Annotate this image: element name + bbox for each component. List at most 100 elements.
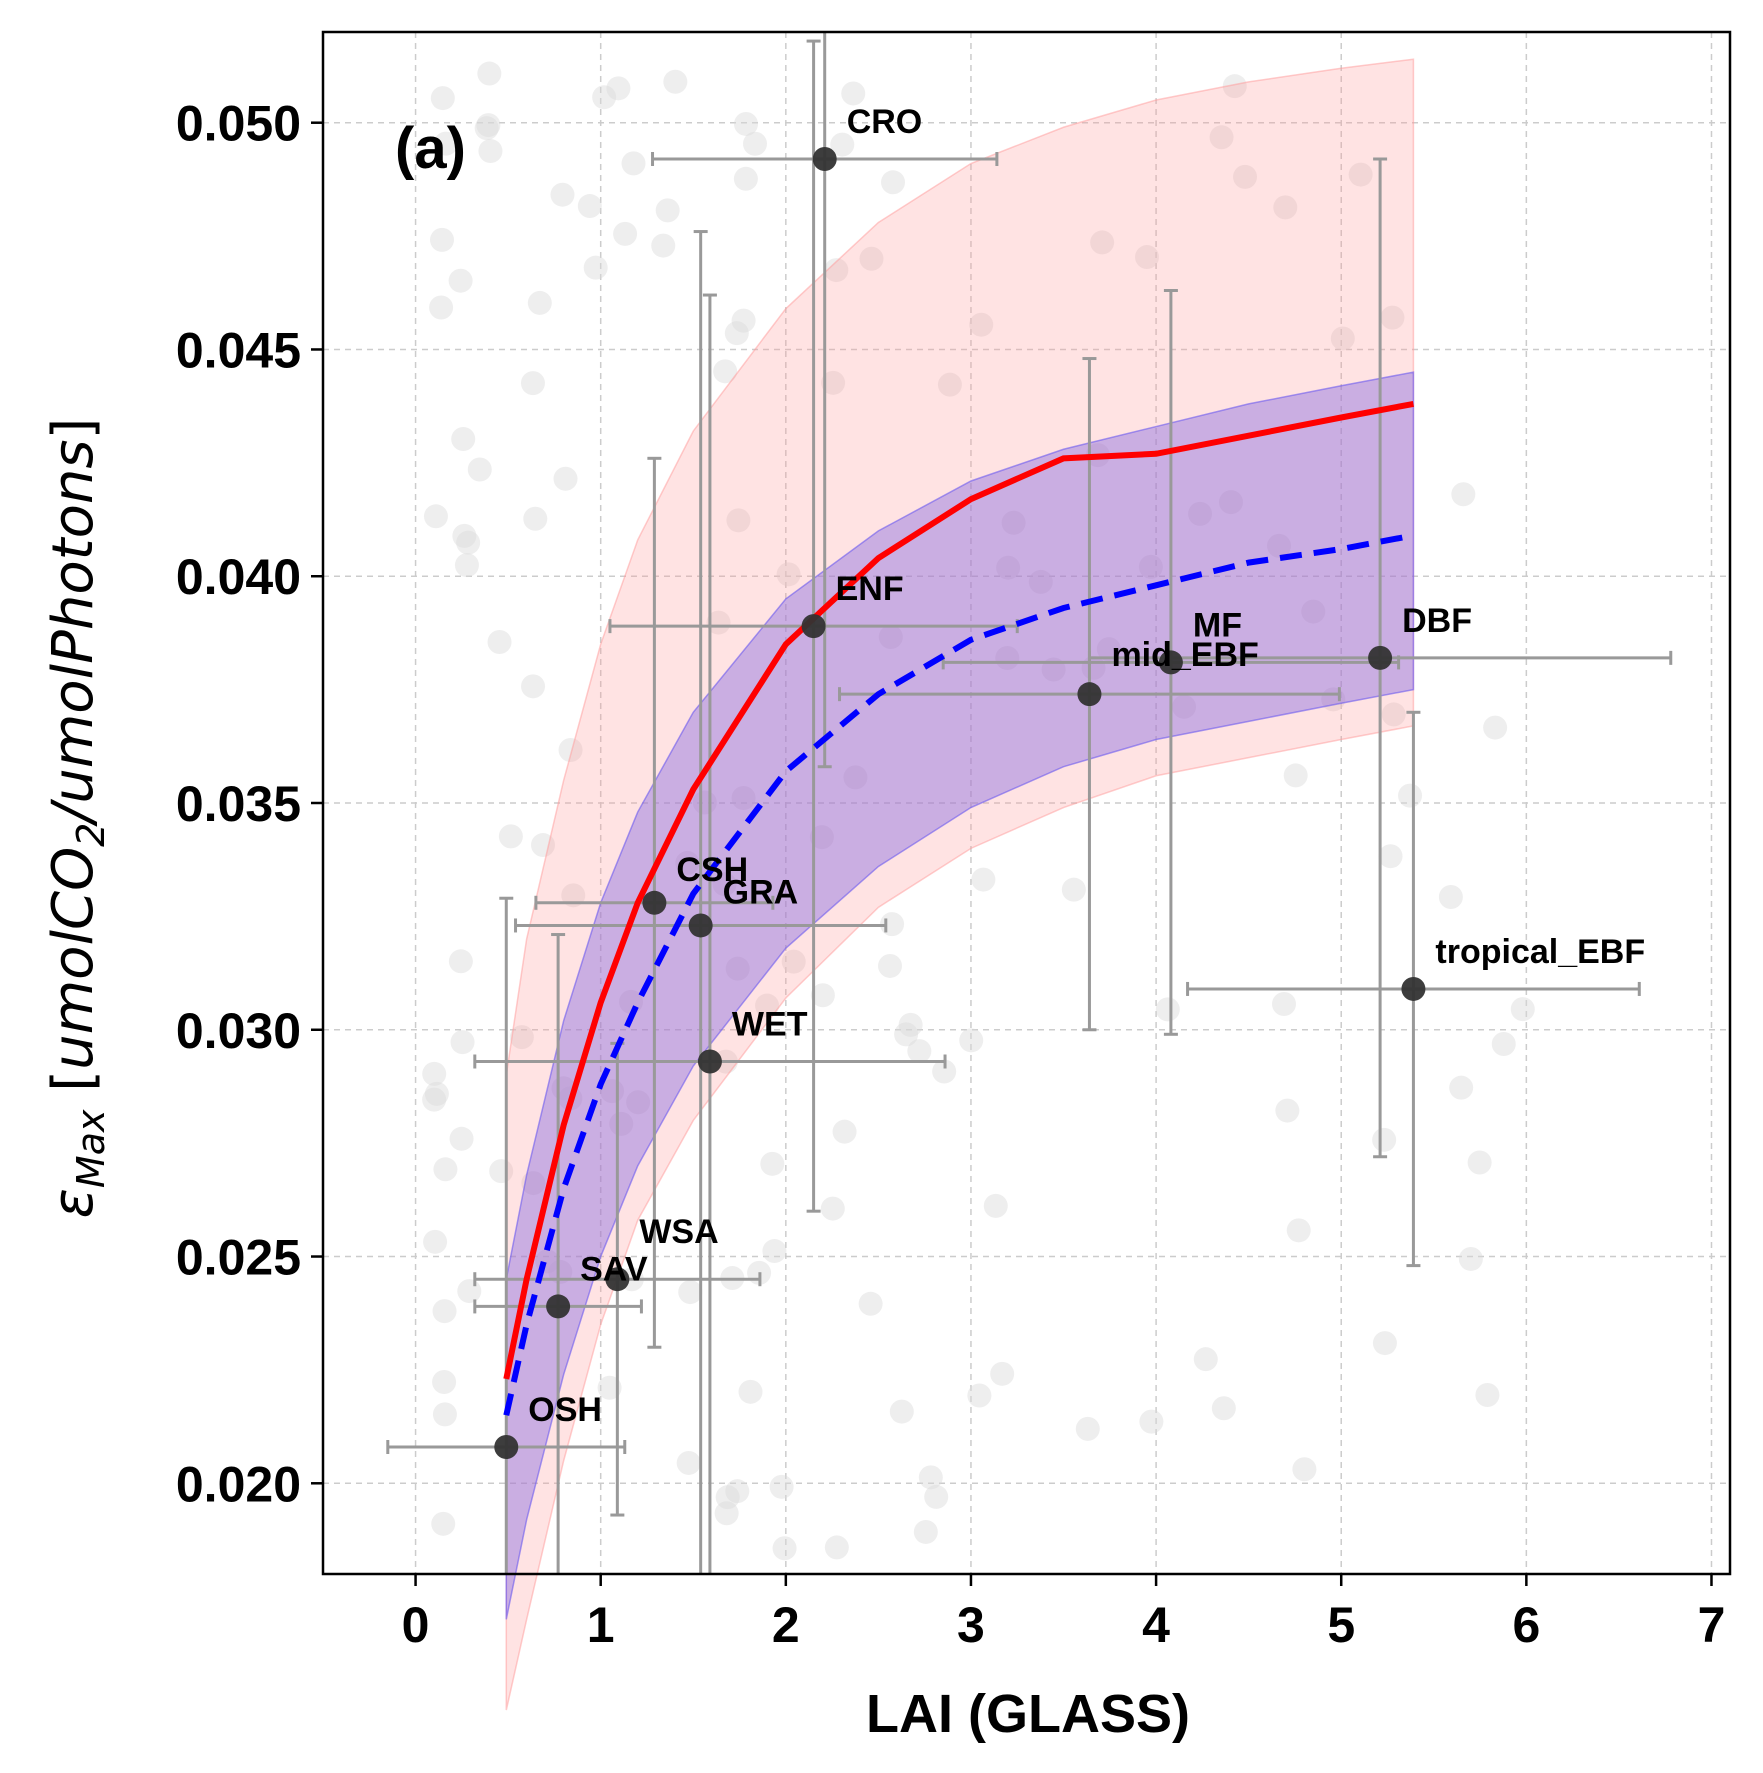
background-point xyxy=(1372,1127,1397,1152)
background-point xyxy=(772,1536,797,1561)
background-point xyxy=(733,166,758,191)
background-point xyxy=(655,198,680,223)
background-point xyxy=(1138,554,1163,579)
background-point xyxy=(832,1119,857,1144)
background-point xyxy=(971,867,996,892)
background-point xyxy=(433,131,458,156)
group-point xyxy=(1077,682,1102,707)
background-point xyxy=(430,227,455,252)
y-axis-subscript: Max xyxy=(69,1109,113,1188)
background-point xyxy=(430,86,455,111)
group-point xyxy=(697,1049,722,1074)
background-point xyxy=(448,949,473,974)
background-point xyxy=(1209,125,1234,150)
background-point xyxy=(724,321,749,346)
background-point xyxy=(776,562,801,587)
background-point xyxy=(448,268,473,293)
background-point xyxy=(553,466,578,491)
background-point xyxy=(1458,1246,1483,1271)
background-point xyxy=(983,1193,1008,1218)
background-point xyxy=(924,1484,949,1509)
x-tick-label: 7 xyxy=(1698,1597,1726,1653)
y-axis-unit-sub: 2 xyxy=(69,823,113,847)
background-point xyxy=(967,1383,992,1408)
background-point xyxy=(424,1081,449,1106)
background-point xyxy=(1275,1098,1300,1123)
background-point xyxy=(626,1090,651,1115)
background-point xyxy=(715,1485,740,1510)
y-axis-unit-part2: /umolPhotons xyxy=(41,439,106,827)
background-point xyxy=(1061,877,1086,902)
background-point xyxy=(577,194,602,219)
background-point xyxy=(918,1465,943,1490)
background-point xyxy=(651,233,676,258)
background-point xyxy=(714,1501,739,1526)
group-label: DBF xyxy=(1402,602,1472,640)
background-point xyxy=(1510,997,1535,1022)
background-point xyxy=(932,1059,957,1084)
background-point xyxy=(959,1028,984,1053)
background-point xyxy=(613,221,638,246)
panel-label: (a) xyxy=(395,116,466,181)
background-point xyxy=(1096,637,1121,662)
background-point xyxy=(1380,305,1405,330)
background-point xyxy=(521,1171,546,1196)
background-point xyxy=(769,1474,794,1499)
background-point xyxy=(621,151,646,176)
background-point xyxy=(820,1196,845,1221)
group-point xyxy=(1401,976,1426,1001)
background-point xyxy=(675,850,700,875)
background-point xyxy=(487,630,512,655)
background-point xyxy=(913,1519,938,1544)
background-point xyxy=(456,530,481,555)
background-point xyxy=(1467,1150,1492,1175)
fit-lines xyxy=(503,400,1414,1416)
background-point xyxy=(907,1039,932,1064)
background-point xyxy=(824,258,849,283)
y-axis-unit-part1: umolCO xyxy=(41,847,106,1070)
y-axis-unit-close: ] xyxy=(41,418,106,440)
background-point xyxy=(809,825,834,850)
background-point xyxy=(725,956,750,981)
background-point xyxy=(431,1511,456,1536)
x-tick-label: 3 xyxy=(957,1597,985,1653)
group-label: CSH xyxy=(676,851,748,889)
background-point xyxy=(1378,844,1403,869)
background-point xyxy=(1449,1075,1474,1100)
group-label: ENF xyxy=(836,570,904,608)
inner-band xyxy=(505,371,1415,1620)
background-point xyxy=(467,457,492,482)
background-point xyxy=(1134,245,1159,270)
background-point xyxy=(521,674,546,699)
background-point xyxy=(1330,326,1355,351)
background-point xyxy=(449,1126,474,1151)
background-point xyxy=(843,765,868,790)
background-point xyxy=(996,555,1021,580)
background-point xyxy=(1267,533,1292,558)
background-point xyxy=(1028,569,1053,594)
background-point xyxy=(583,255,608,280)
background-point xyxy=(738,1379,763,1404)
background-point xyxy=(1301,599,1326,624)
background-point xyxy=(1222,74,1247,99)
fit-line-dashed xyxy=(503,532,1414,1416)
background-point xyxy=(433,1157,458,1182)
background-points xyxy=(422,61,1535,1561)
background-point xyxy=(810,983,835,1008)
background-point xyxy=(706,610,731,635)
background-point xyxy=(1398,783,1423,808)
group-point xyxy=(546,1294,571,1319)
x-tick-label: 5 xyxy=(1327,1597,1355,1653)
y-tick-label: 0.020 xyxy=(176,1456,301,1512)
x-ticks: 0 1 2 3 4 5 6 7 xyxy=(402,1574,1726,1653)
background-point xyxy=(881,170,906,195)
y-ticks: 0.020 0.025 0.030 0.035 0.040 0.045 0.050 xyxy=(176,96,323,1512)
group-label: OSH xyxy=(528,1391,602,1429)
background-point xyxy=(858,1291,883,1316)
background-point xyxy=(523,506,548,531)
background-point xyxy=(1348,162,1373,187)
group-label: mid_EBF xyxy=(1111,636,1258,674)
background-point xyxy=(1272,992,1297,1017)
background-point xyxy=(423,1229,448,1254)
